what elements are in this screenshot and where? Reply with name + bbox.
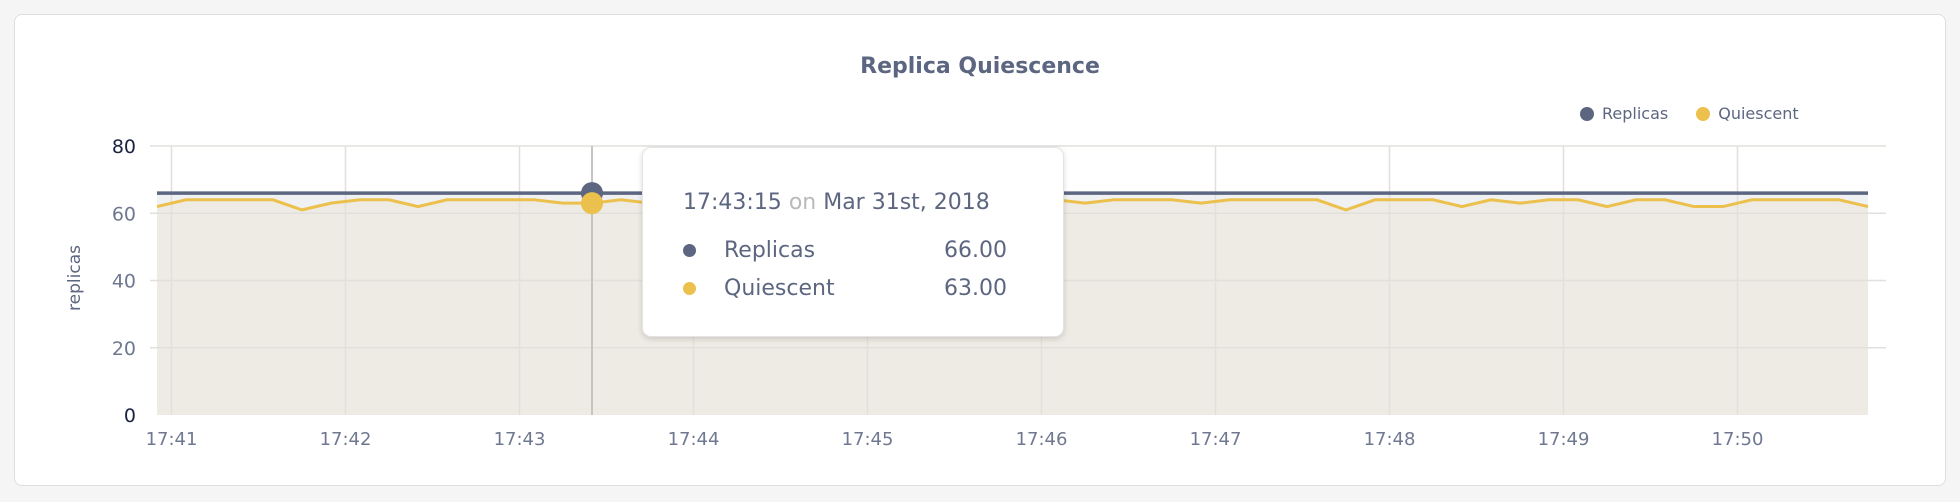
x-tick-label: 17:50 <box>1712 429 1764 450</box>
x-tick-label: 17:42 <box>320 429 372 450</box>
tooltip-label: Quiescent <box>724 276 835 301</box>
legend-label: Quiescent <box>1718 104 1799 123</box>
tooltip-row-replicas: Replicas 66.00 <box>683 238 1007 263</box>
series-dot-icon <box>683 282 696 295</box>
tooltip-timestamp: 17:43:15 on Mar 31st, 2018 <box>683 190 990 215</box>
legend-item-replicas[interactable]: Replicas <box>1580 104 1668 123</box>
y-tick-label: 60 <box>112 203 136 225</box>
x-tick-label: 17:48 <box>1364 429 1416 450</box>
tooltip: 17:43:15 on Mar 31st, 2018 Replicas 66.0… <box>642 147 1064 337</box>
x-tick-label: 17:45 <box>842 429 894 450</box>
series-dot-icon <box>683 244 696 257</box>
x-tick-label: 17:43 <box>494 429 546 450</box>
legend-item-quiescent[interactable]: Quiescent <box>1696 104 1799 123</box>
tooltip-value: 63.00 <box>944 276 1007 301</box>
tooltip-row-quiescent: Quiescent 63.00 <box>683 276 1007 301</box>
x-tick-label: 17:46 <box>1016 429 1068 450</box>
chart-title: Replica Quiescence <box>860 54 1100 79</box>
legend-dot-icon <box>1580 106 1594 121</box>
legend: Replicas Quiescent <box>1580 104 1799 123</box>
tooltip-label: Replicas <box>724 238 816 263</box>
legend-label: Replicas <box>1602 104 1669 123</box>
tooltip-value: 66.00 <box>944 238 1007 263</box>
y-tick-label: 40 <box>112 271 136 293</box>
x-tick-label: 17:49 <box>1538 429 1590 450</box>
x-tick-label: 17:44 <box>668 429 720 450</box>
y-tick-label: 0 <box>124 405 136 427</box>
quiescent-hover-point <box>581 192 603 215</box>
legend-dot-icon <box>1696 106 1711 121</box>
x-tick-label: 17:47 <box>1190 429 1242 450</box>
x-tick-label: 17:41 <box>146 429 198 450</box>
y-tick-label: 80 <box>112 136 136 158</box>
y-tick-label: 20 <box>112 338 136 360</box>
